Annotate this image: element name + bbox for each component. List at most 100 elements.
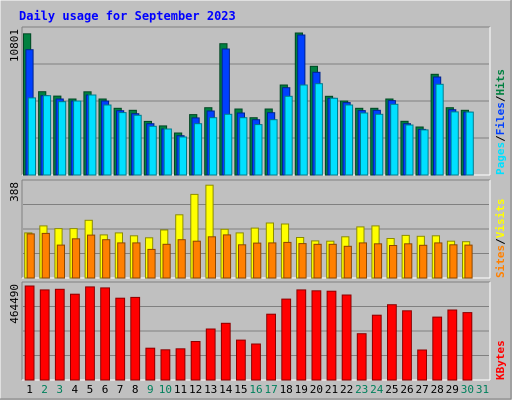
bar-pages-day-17 bbox=[269, 119, 278, 176]
bar-kbytes-day-4 bbox=[70, 293, 80, 381]
bar-pages-day-10 bbox=[163, 128, 172, 176]
legend-separator: / bbox=[494, 238, 507, 245]
day-label-7: 7 bbox=[117, 383, 124, 396]
bar-sites-day-29 bbox=[449, 244, 458, 279]
day-label-17: 17 bbox=[264, 383, 277, 396]
bar-pages-day-7 bbox=[118, 112, 127, 176]
bar-sites-day-28 bbox=[434, 242, 443, 279]
bar-sites-day-8 bbox=[132, 242, 141, 279]
bar-pages-day-16 bbox=[254, 124, 263, 176]
day-label-14: 14 bbox=[219, 383, 233, 396]
day-label-23: 23 bbox=[355, 383, 368, 396]
bar-kbytes-day-18 bbox=[281, 298, 292, 381]
bar-pages-day-14 bbox=[224, 113, 233, 176]
bar-kbytes-day-7 bbox=[115, 297, 126, 381]
kbytes-panel bbox=[21, 281, 491, 381]
bar-pages-day-2 bbox=[42, 95, 52, 176]
bar-kbytes-day-22 bbox=[341, 294, 352, 381]
bar-sites-day-22 bbox=[343, 245, 352, 279]
legend-pages: Pages bbox=[494, 142, 507, 175]
day-label-3: 3 bbox=[56, 383, 63, 396]
day-label-25: 25 bbox=[385, 383, 398, 396]
bar-pages-day-6 bbox=[103, 104, 112, 176]
bar-kbytes-day-21 bbox=[326, 290, 337, 381]
bar-kbytes-day-28 bbox=[432, 316, 443, 381]
bar-sites-day-3 bbox=[56, 244, 65, 279]
legend-hits: Hits bbox=[494, 69, 507, 96]
day-label-24: 24 bbox=[370, 383, 384, 396]
bar-kbytes-day-3 bbox=[54, 288, 65, 381]
bar-sites-day-14 bbox=[222, 234, 232, 279]
bar-kbytes-day-19 bbox=[296, 289, 307, 381]
day-label-16: 16 bbox=[249, 383, 262, 396]
bar-pages-day-18 bbox=[284, 95, 293, 176]
day-label-8: 8 bbox=[132, 383, 139, 396]
bar-sites-day-21 bbox=[328, 243, 337, 279]
bar-pages-day-3 bbox=[58, 101, 67, 176]
bar-sites-day-24 bbox=[373, 243, 383, 279]
bar-kbytes-day-25 bbox=[387, 304, 397, 381]
bar-kbytes-day-12 bbox=[190, 341, 201, 381]
day-label-21: 21 bbox=[325, 383, 338, 396]
bar-sites-day-4 bbox=[71, 238, 81, 279]
bar-kbytes-day-24 bbox=[371, 314, 382, 381]
bar-kbytes-day-5 bbox=[85, 286, 95, 381]
legend-separator: / bbox=[494, 135, 507, 142]
chart-title: Daily usage for September 2023 bbox=[19, 9, 236, 23]
bar-sites-day-12 bbox=[192, 240, 201, 279]
day-label-5: 5 bbox=[87, 383, 94, 396]
bar-kbytes-day-8 bbox=[130, 296, 141, 381]
bar-pages-day-21 bbox=[329, 97, 338, 176]
day-label-1: 1 bbox=[26, 383, 33, 396]
bar-kbytes-day-26 bbox=[402, 310, 412, 381]
day-label-27: 27 bbox=[415, 383, 428, 396]
bar-kbytes-day-29 bbox=[447, 309, 458, 381]
day-label-15: 15 bbox=[234, 383, 247, 396]
day-label-20: 20 bbox=[310, 383, 323, 396]
bar-kbytes-day-17 bbox=[266, 313, 277, 381]
day-label-18: 18 bbox=[280, 383, 293, 396]
bar-pages-day-5 bbox=[88, 94, 97, 176]
bar-kbytes-day-10 bbox=[160, 349, 171, 381]
bar-kbytes-day-6 bbox=[100, 287, 110, 381]
day-label-6: 6 bbox=[102, 383, 109, 396]
legend-panel-2: Sites/Visits bbox=[494, 199, 507, 279]
bar-sites-day-9 bbox=[147, 248, 156, 279]
day-label-29: 29 bbox=[446, 383, 459, 396]
bar-sites-day-6 bbox=[102, 239, 111, 279]
bar-kbytes-day-23 bbox=[356, 333, 367, 381]
visits-sites-panel bbox=[21, 179, 491, 279]
bar-pages-day-9 bbox=[148, 125, 157, 176]
day-label-30: 30 bbox=[461, 383, 474, 396]
legend-panel-3: KBytes bbox=[494, 340, 507, 380]
bar-sites-day-25 bbox=[389, 245, 398, 279]
bar-sites-day-16 bbox=[253, 242, 262, 279]
bar-kbytes-day-30 bbox=[462, 312, 473, 381]
bar-sites-day-18 bbox=[283, 241, 292, 279]
panel-y-labels: 10801Pages/Files/Hits388Sites/Visits4644… bbox=[8, 29, 507, 380]
bar-pages-day-8 bbox=[133, 114, 142, 176]
bar-sites-day-17 bbox=[268, 242, 277, 279]
legend-kbytes: KBytes bbox=[494, 340, 507, 380]
bar-pages-day-22 bbox=[344, 104, 354, 176]
day-labels: 1 2 3 4 5 6 7 8 9 10 11 12 13 14 15 16 17 18 19 20 21 22 23 24 2… bbox=[26, 383, 489, 396]
bar-kbytes-day-14 bbox=[220, 322, 231, 381]
day-label-13: 13 bbox=[204, 383, 217, 396]
bar-kbytes-day-1 bbox=[24, 285, 35, 381]
bar-kbytes-day-20 bbox=[311, 290, 322, 381]
day-label-4: 4 bbox=[71, 383, 78, 396]
bar-pages-day-26 bbox=[405, 124, 414, 176]
bar-sites-day-20 bbox=[313, 243, 322, 279]
bar-pages-day-25 bbox=[390, 103, 399, 176]
bar-sites-day-11 bbox=[177, 239, 186, 279]
bar-kbytes-day-27 bbox=[417, 349, 428, 381]
bar-sites-day-27 bbox=[419, 244, 428, 279]
bar-kbytes-day-15 bbox=[236, 339, 246, 381]
bar-pages-day-27 bbox=[420, 129, 429, 176]
day-label-22: 22 bbox=[340, 383, 353, 396]
bar-sites-day-15 bbox=[238, 244, 247, 279]
legend-files: Files bbox=[494, 102, 507, 135]
bar-pages-day-11 bbox=[178, 136, 188, 176]
